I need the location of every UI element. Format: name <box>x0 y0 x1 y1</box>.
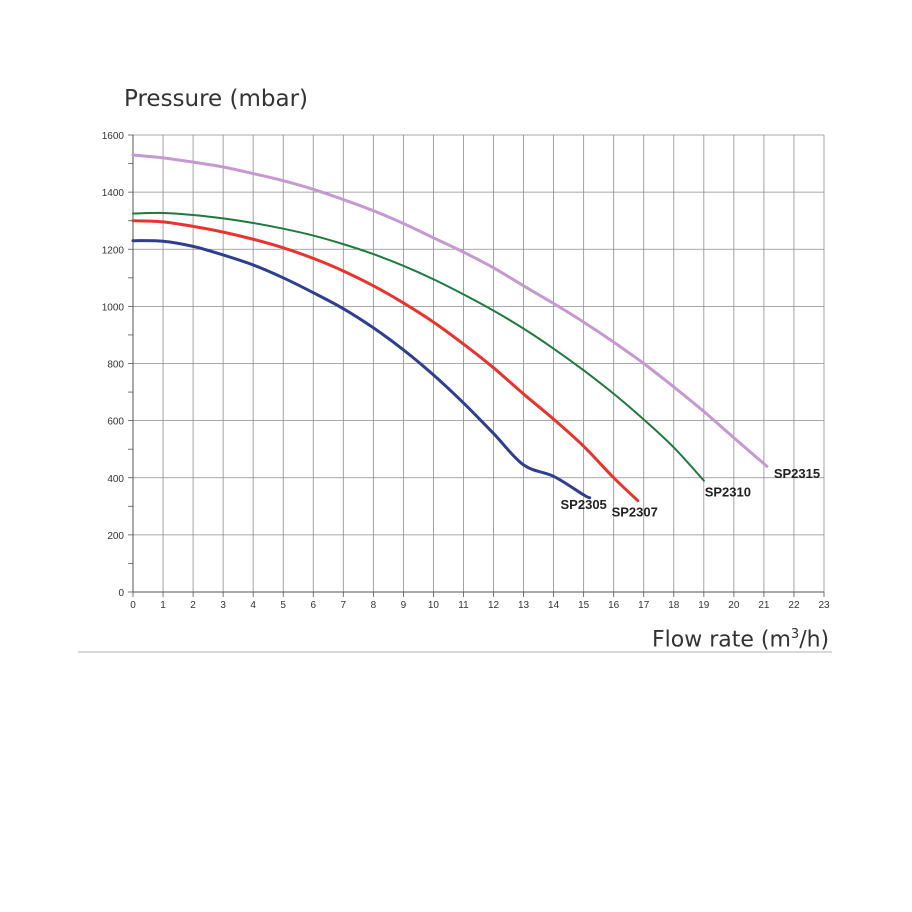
x-tick-label: 6 <box>310 600 316 611</box>
series-label-sp2307: SP2307 <box>612 504 658 519</box>
y-tick-label: 0 <box>118 588 124 599</box>
y-tick-label: 600 <box>107 417 124 428</box>
x-axis-title: Flow rate (m3/h) <box>652 627 829 652</box>
x-tick-label: 2 <box>190 600 196 611</box>
x-tick-label: 8 <box>371 600 377 611</box>
y-tick-label: 1600 <box>102 131 125 142</box>
x-axis-title-superscript: 3 <box>790 627 800 642</box>
bottom-divider <box>78 651 832 653</box>
series-line-sp2305 <box>131 239 592 500</box>
x-tick-label: 11 <box>458 600 469 611</box>
y-tick-label: 1000 <box>102 302 125 313</box>
chart-annotations: SP2305 SP2307 SP2310 SP2315 <box>561 466 821 520</box>
x-tick-label: 15 <box>578 600 590 611</box>
x-tick-label: 1 <box>160 600 166 611</box>
x-tick-label: 7 <box>341 600 347 611</box>
series-label-sp2310: SP2310 <box>705 484 751 499</box>
y-axis-title: Pressure (mbar) <box>124 86 309 112</box>
y-tick-label: 800 <box>107 360 124 371</box>
y-tick-label: 200 <box>107 531 124 542</box>
x-tick-label: 19 <box>698 600 710 611</box>
x-tick-label: 14 <box>548 600 560 611</box>
x-tick-label: 17 <box>638 600 650 611</box>
y-tick-label: 400 <box>107 474 124 485</box>
x-tick-label: 22 <box>788 600 800 611</box>
x-tick-label: 4 <box>250 600 256 611</box>
x-axis-title-end: /h) <box>799 627 830 653</box>
x-tick-label: 0 <box>130 600 136 611</box>
x-tick-label: 3 <box>220 600 226 611</box>
series-line-sp2310 <box>132 211 705 482</box>
x-tick-label: 9 <box>401 600 407 611</box>
chart-grid <box>132 134 825 593</box>
series-label-sp2315: SP2315 <box>774 466 820 481</box>
x-tick-label: 20 <box>728 600 740 611</box>
series-line-sp2315 <box>131 153 769 468</box>
x-tick-label: 23 <box>818 600 830 611</box>
series-line-sp2307 <box>131 219 640 503</box>
x-tick-label: 21 <box>758 600 770 611</box>
x-tick-label: 12 <box>488 600 500 611</box>
x-tick-label: 13 <box>518 600 530 611</box>
series-label-sp2305: SP2305 <box>561 497 607 512</box>
x-tick-label: 18 <box>668 600 680 611</box>
chart-series <box>131 153 769 503</box>
x-tick-label: 16 <box>608 600 620 611</box>
x-tick-label: 5 <box>280 600 286 611</box>
y-tick-label: 1400 <box>102 188 125 199</box>
x-axis-title-main: Flow rate (m <box>652 627 791 653</box>
y-tick-label: 1200 <box>102 245 125 256</box>
x-tick-label: 10 <box>428 600 440 611</box>
